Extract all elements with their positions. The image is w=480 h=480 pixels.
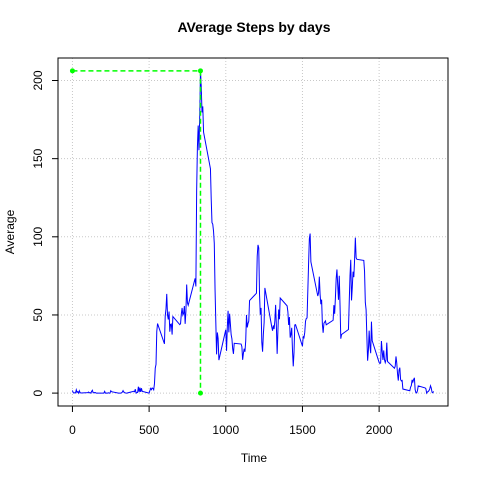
x-tick-label: 500 [139,423,159,437]
highlight-point [197,390,203,396]
y-tick-label: 0 [31,389,45,396]
x-tick-label: 1500 [289,423,316,437]
x-tick-label: 2000 [366,423,393,437]
highlight-line [72,70,202,394]
y-tick-label: 150 [31,148,45,168]
y-tick-label: 100 [31,226,45,246]
x-tick-label: 0 [69,423,76,437]
x-axis-label: Time [241,451,268,465]
y-axis-label: Average [3,209,17,254]
highlight-point [197,68,203,74]
chart-title: AVerage Steps by days [177,19,330,35]
x-tick-label: 1000 [212,423,239,437]
data-line [71,70,434,395]
y-tick-label: 200 [31,70,45,90]
plot-frame [57,57,449,407]
y-tick-label: 50 [31,308,45,322]
highlight-point [69,68,75,74]
